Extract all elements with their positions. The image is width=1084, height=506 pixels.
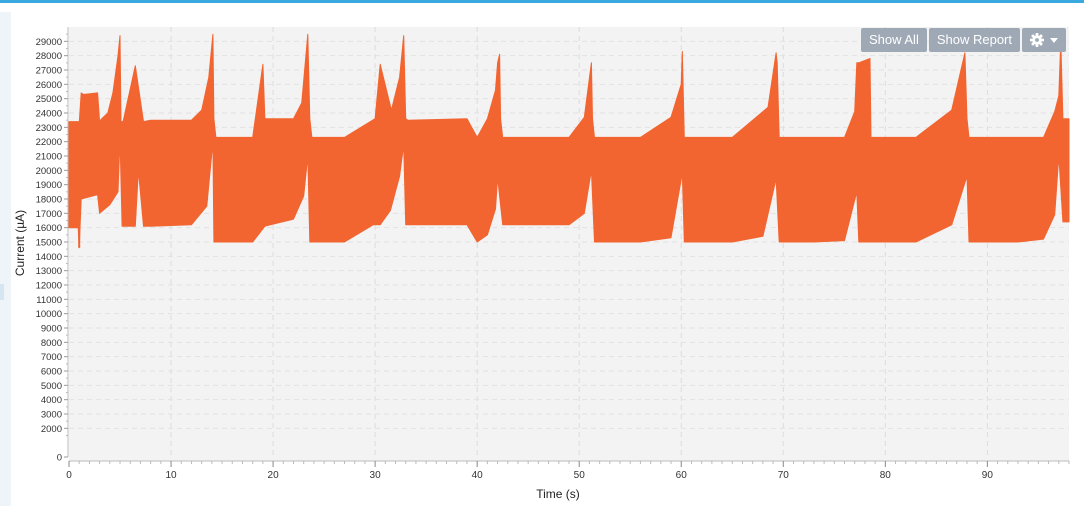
y-tick-label: 29000	[36, 37, 62, 48]
y-tick-label: 22000	[36, 137, 62, 148]
y-tick-label: 14000	[36, 252, 62, 263]
x-tick-label: 80	[880, 470, 892, 481]
settings-menu-button[interactable]	[1022, 28, 1066, 52]
x-tick-label: 10	[165, 470, 177, 481]
y-tick-label: 15000	[36, 238, 62, 249]
y-tick-label: 23000	[36, 123, 62, 134]
y-tick-label: 25000	[36, 94, 62, 105]
chart-controls: Show All Show Report	[860, 28, 1066, 52]
y-tick-label: 28000	[36, 51, 62, 62]
series-layer	[68, 33, 1070, 249]
x-tick-label: 30	[370, 470, 382, 481]
show-all-button[interactable]: Show All	[860, 28, 927, 52]
current-series-band	[68, 33, 1070, 249]
y-tick-label: 19000	[36, 180, 62, 191]
x-tick-label: 20	[268, 470, 280, 481]
top-accent-bar	[0, 0, 1084, 3]
y-tick-label: 27000	[36, 66, 62, 77]
y-tick-label: 4000	[41, 395, 62, 406]
x-tick-label: 60	[676, 470, 688, 481]
y-tick-label: 6000	[41, 367, 62, 378]
y-tick-label: 18000	[36, 195, 62, 206]
left-panel-strip	[0, 12, 11, 506]
y-tick-label: 7000	[41, 352, 62, 363]
y-tick-label: 9000	[41, 324, 62, 335]
y-tick-label: 5000	[41, 381, 62, 392]
y-tick-label: 17000	[36, 209, 62, 220]
x-tick-label: 70	[778, 470, 790, 481]
axes-layer: 0 2000 3000 4000 5000 6000 7000 8000 9000 10000 11…	[36, 27, 1070, 481]
y-tick-label: 13000	[36, 266, 62, 277]
y-tick-label: 21000	[36, 152, 62, 163]
y-tick-label: 10000	[36, 309, 62, 320]
plot-area[interactable]	[69, 27, 1069, 461]
y-tick-label: 8000	[41, 338, 62, 349]
y-tick-label: 16000	[36, 223, 62, 234]
caret-down-icon	[1050, 37, 1058, 43]
y-tick-label: 26000	[36, 80, 62, 91]
y-tick-label: 12000	[36, 281, 62, 292]
x-axis-label: Time (s)	[536, 487, 580, 501]
y-tick-label: 24000	[36, 109, 62, 120]
y-tick-label: 3000	[41, 410, 62, 421]
x-tick-label: 90	[982, 470, 994, 481]
y-tick-label: 2000	[41, 424, 62, 435]
x-tick-label: 0	[66, 470, 72, 481]
x-tick-label: 40	[472, 470, 484, 481]
gear-icon	[1030, 33, 1044, 47]
y-axis-label: Current (µA)	[13, 210, 27, 276]
x-tick-label: 50	[574, 470, 586, 481]
y-tick-label: 0	[57, 453, 62, 464]
y-tick-label: 20000	[36, 166, 62, 177]
show-report-button[interactable]: Show Report	[928, 28, 1020, 52]
y-tick-label: 11000	[36, 295, 62, 306]
